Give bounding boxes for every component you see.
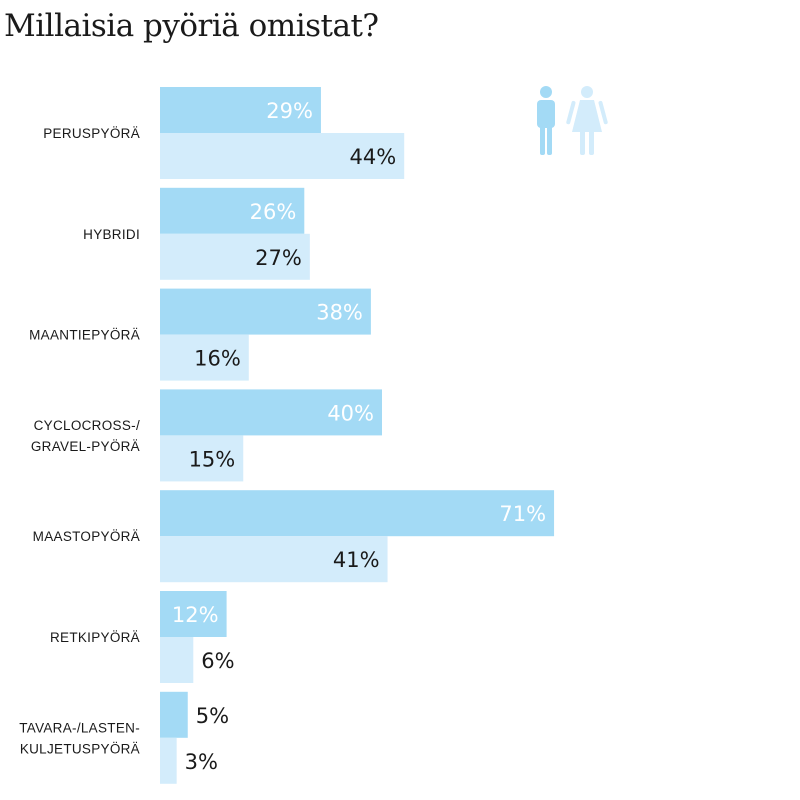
data-label-men: 12%: [172, 603, 219, 627]
data-label-men: 38%: [316, 301, 363, 325]
bar-women: [160, 334, 249, 381]
bar-men: [160, 591, 227, 637]
bar-women: [160, 637, 194, 683]
bar-women: [160, 435, 244, 482]
category-label: CYCLOCROSS-/: [34, 418, 140, 433]
man-icon: [537, 86, 555, 155]
data-label-men: 5%: [196, 704, 229, 728]
chart-title: Millaisia pyöriä omistat?: [4, 8, 379, 44]
bar-men: [160, 490, 555, 537]
category-label: GRAVEL-PYÖRÄ: [31, 439, 140, 454]
bar-women: [160, 133, 405, 179]
bar-men: [160, 691, 188, 738]
data-label-women: 16%: [194, 347, 241, 371]
category-label: PERUSPYÖRÄ: [43, 126, 140, 141]
category-label: RETKIPYÖRÄ: [50, 630, 140, 645]
data-label-women: 27%: [255, 246, 302, 270]
data-label-men: 29%: [266, 99, 313, 123]
data-label-men: 71%: [499, 502, 546, 526]
woman-icon: [566, 86, 608, 155]
data-label-men: 40%: [327, 401, 374, 425]
bar-men: [160, 87, 321, 133]
category-label: KULJETUSPYÖRÄ: [20, 741, 140, 756]
category-label: MAANTIEPYÖRÄ: [29, 328, 140, 343]
data-label-women: 44%: [350, 145, 397, 169]
bar-women: [160, 536, 388, 583]
bar-women: [160, 233, 310, 280]
category-label: MAASTOPYÖRÄ: [33, 529, 140, 544]
data-label-men: 26%: [250, 200, 297, 224]
data-label-women: 6%: [201, 649, 234, 673]
category-label: HYBRIDI: [83, 227, 140, 242]
bar-men: [160, 288, 371, 335]
category-label: TAVARA-/LASTEN-: [19, 720, 140, 735]
data-label-women: 3%: [185, 750, 218, 774]
data-label-women: 41%: [333, 548, 380, 572]
bar-men: [160, 389, 382, 436]
bar-women: [160, 737, 177, 784]
bar-men: [160, 187, 305, 234]
data-label-women: 15%: [189, 447, 236, 471]
